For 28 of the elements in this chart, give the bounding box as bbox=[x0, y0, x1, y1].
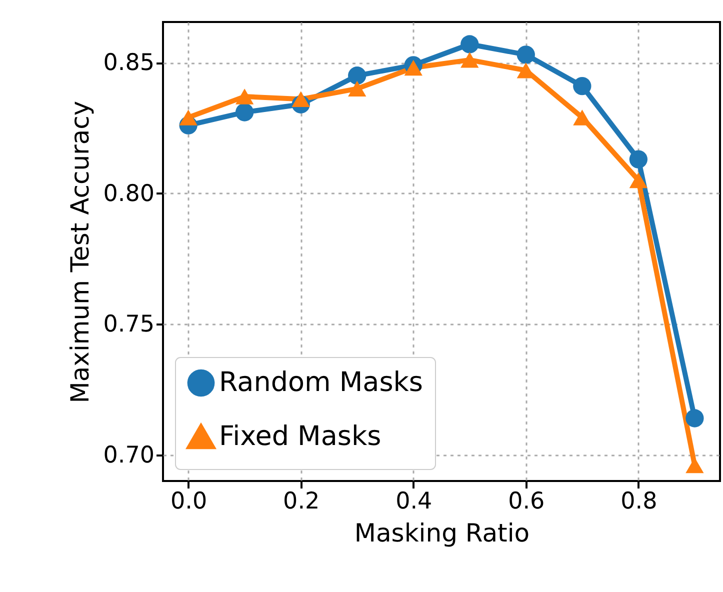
y-tick-label: 0.85 bbox=[103, 50, 154, 76]
point bbox=[348, 80, 366, 97]
point bbox=[573, 110, 592, 126]
point bbox=[236, 88, 254, 104]
point bbox=[292, 91, 310, 108]
point bbox=[460, 35, 479, 54]
x-tick-label: 0.2 bbox=[283, 488, 320, 514]
y-tick-label: 0.80 bbox=[103, 180, 154, 207]
point bbox=[404, 60, 422, 76]
x-axis-title: Masking Ratio bbox=[354, 518, 530, 548]
point bbox=[236, 103, 254, 122]
point bbox=[348, 66, 366, 85]
point bbox=[629, 172, 648, 188]
point bbox=[629, 150, 648, 168]
y-axis-title: Maximum Test Accuracy bbox=[65, 100, 94, 404]
y-tick-label: 0.75 bbox=[103, 312, 154, 338]
point bbox=[460, 52, 479, 68]
legend-label: Random Masks bbox=[219, 367, 423, 398]
point bbox=[179, 110, 198, 126]
legend-label: Fixed Masks bbox=[219, 421, 382, 452]
point bbox=[686, 409, 704, 428]
x-tick-label: 0.8 bbox=[620, 488, 658, 514]
x-tick-label: 0.6 bbox=[508, 488, 545, 514]
point bbox=[516, 46, 535, 64]
y-tick-label: 0.70 bbox=[103, 442, 154, 468]
x-tick-label: 0.0 bbox=[170, 488, 208, 514]
x-tick-label: 0.4 bbox=[396, 488, 432, 514]
point bbox=[573, 77, 592, 96]
